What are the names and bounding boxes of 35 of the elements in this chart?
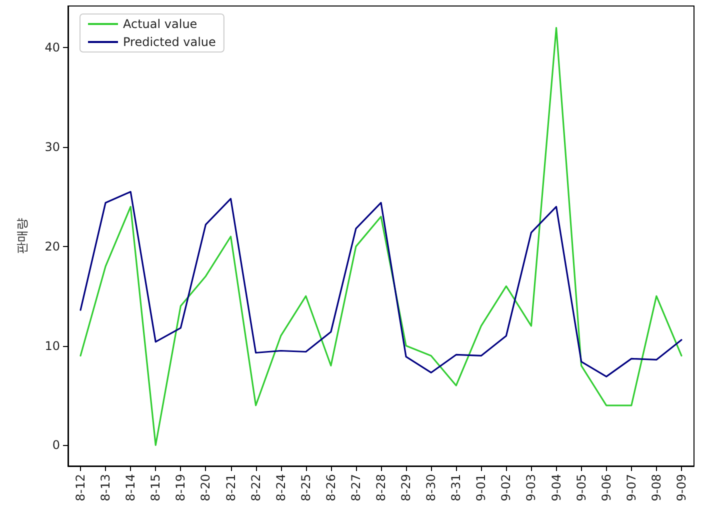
line-series bbox=[80, 27, 682, 446]
x-tick-label: 8-30 bbox=[424, 474, 438, 502]
x-tick-label: 8-14 bbox=[124, 474, 138, 502]
x-tick-label: 8-29 bbox=[399, 474, 414, 502]
x-tick-label: 8-13 bbox=[98, 474, 113, 502]
y-tick-label: 40 bbox=[44, 40, 60, 55]
y-tick-label: 0 bbox=[52, 438, 60, 452]
x-tick-label: 9-08 bbox=[649, 474, 664, 502]
x-tick-label: 9-03 bbox=[524, 474, 538, 502]
x-tick-label: 8-19 bbox=[174, 474, 188, 502]
x-tick-label: 8-27 bbox=[348, 474, 363, 502]
y-tick-label: 10 bbox=[44, 338, 60, 353]
x-tick-label: 8-31 bbox=[449, 474, 464, 502]
x-tick-label: 8-24 bbox=[274, 474, 288, 502]
legend-label: Predicted value bbox=[123, 35, 216, 49]
x-tick-label: 8-26 bbox=[324, 474, 338, 502]
line-series bbox=[80, 190, 682, 378]
x-tick-label: 8-25 bbox=[298, 474, 313, 502]
y-axis-title: 판매량 bbox=[15, 218, 29, 254]
x-tick-label: 8-20 bbox=[198, 474, 213, 502]
x-tick-label: 9-01 bbox=[474, 474, 488, 502]
x-tick-label: 9-09 bbox=[674, 474, 688, 502]
x-tick-label: 8-28 bbox=[374, 474, 388, 502]
legend-label: Actual value bbox=[123, 17, 198, 31]
y-tick-label: 30 bbox=[44, 140, 60, 154]
y-tick-label: 20 bbox=[44, 239, 60, 254]
x-tick-label: 8-22 bbox=[248, 474, 263, 502]
x-tick-label: 9-07 bbox=[624, 474, 638, 502]
x-tick-label: 9-05 bbox=[574, 474, 588, 502]
x-tick-label: 8-12 bbox=[74, 474, 88, 502]
x-tick-label: 8-21 bbox=[224, 474, 238, 502]
x-tick-label: 9-06 bbox=[599, 474, 614, 502]
x-tick-label: 9-04 bbox=[549, 474, 564, 502]
x-tick-label: 9-02 bbox=[499, 474, 514, 502]
x-tick-label: 8-15 bbox=[148, 474, 163, 502]
